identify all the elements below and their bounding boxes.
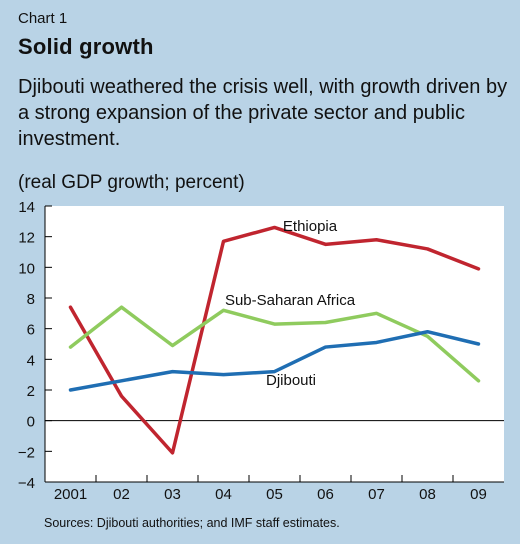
- x-tick-label: 09: [470, 486, 487, 503]
- djibouti-label: Djibouti: [266, 372, 316, 389]
- chart-number: Chart 1: [18, 10, 68, 27]
- y-tick-label: 2: [27, 383, 35, 400]
- plot-area: [45, 206, 504, 482]
- y-tick-label: 4: [27, 352, 35, 369]
- y-tick-label: 6: [27, 322, 35, 339]
- x-tick-label: 2001: [54, 486, 87, 503]
- series-layer: [68, 225, 481, 455]
- sub-saharan-africa-line: [68, 305, 481, 383]
- y-tick-label: 14: [18, 199, 35, 216]
- x-tick-label: 02: [113, 486, 130, 503]
- x-tick-label: 03: [164, 486, 181, 503]
- chart-title: Solid growth: [18, 34, 154, 59]
- sub-saharan-africa-label: Sub-Saharan Africa: [225, 292, 356, 309]
- ethiopia-line: [68, 225, 481, 455]
- y-tick-label: 10: [18, 260, 35, 277]
- x-tick-label: 07: [368, 486, 385, 503]
- y-tick-label: 12: [18, 230, 35, 247]
- y-tick-label: −4: [18, 475, 35, 492]
- x-tick-label: 06: [317, 486, 334, 503]
- y-tick-label: 8: [27, 291, 35, 308]
- x-tick-label: 05: [266, 486, 283, 503]
- source-note: Sources: Djibouti authorities; and IMF s…: [44, 516, 340, 530]
- y-tick-label: 0: [27, 414, 35, 431]
- djibouti-line: [68, 329, 481, 392]
- chart-units: (real GDP growth; percent): [18, 172, 245, 193]
- ethiopia-label: Ethiopia: [283, 218, 338, 235]
- chart-subtitle: Djibouti weathered the crisis well, with…: [18, 76, 508, 150]
- series-labels: Ethiopia Sub-Saharan Africa Djibouti: [225, 218, 356, 389]
- x-tick-label: 08: [419, 486, 436, 503]
- x-tick-label: 04: [215, 486, 232, 503]
- y-tick-label: −2: [18, 444, 35, 461]
